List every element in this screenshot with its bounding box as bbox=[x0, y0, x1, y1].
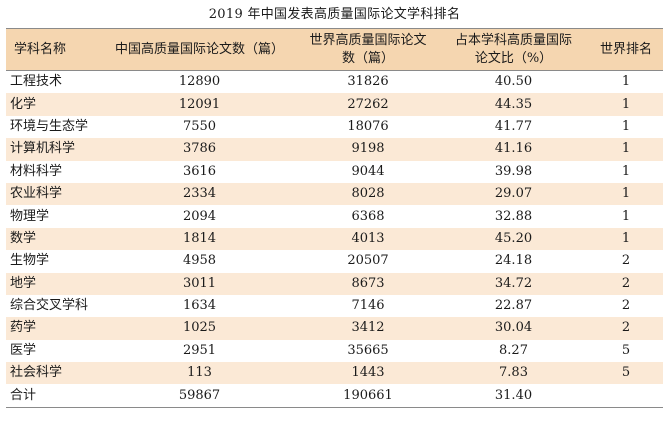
table-row: 农业科学 2334 8028 29.07 1 bbox=[6, 182, 663, 206]
cell-china-papers: 12091 bbox=[178, 96, 221, 112]
cell-china-papers: 59867 bbox=[101, 384, 298, 408]
cell-share-ratio: 31.40 bbox=[438, 384, 589, 408]
cell-subject: 物理学 bbox=[10, 208, 50, 224]
cell-china-papers: 113 bbox=[187, 365, 212, 381]
cell-subject: 医学 bbox=[10, 342, 37, 358]
cell-china-papers: 2334 bbox=[182, 186, 217, 202]
cell-world-papers: 9044 bbox=[351, 163, 385, 179]
cell-world-papers: 35665 bbox=[347, 342, 389, 358]
cell-share-ratio: 30.04 bbox=[494, 320, 533, 336]
table-body: 工程技术 12890 31826 40.50 1 化学 12091 27262 44.35 1 环境… bbox=[6, 71, 663, 408]
table-row: 药学 1025 3412 30.04 2 bbox=[6, 317, 663, 340]
cell-world-papers: 18076 bbox=[347, 118, 389, 134]
cell-china-papers: 2094 bbox=[182, 208, 217, 224]
cell-share-ratio: 41.77 bbox=[494, 118, 533, 134]
cell-share-ratio: 29.07 bbox=[494, 186, 533, 202]
table-row: 医学 2951 35665 8.27 5 bbox=[6, 340, 663, 362]
cell-world-papers: 8028 bbox=[351, 186, 385, 202]
table-row: 生物学 4958 20507 24.18 2 bbox=[6, 250, 663, 272]
table-row: 合计 59867 190661 31.40 bbox=[6, 384, 663, 408]
header-world-rank: 世界排名 bbox=[589, 28, 663, 71]
cell-subject: 地学 bbox=[10, 275, 37, 291]
cell-share-ratio: 40.50 bbox=[494, 74, 533, 90]
cell-china-papers: 2951 bbox=[182, 342, 217, 358]
cell-subject: 社会科学 bbox=[10, 365, 63, 381]
cell-share-ratio: 32.88 bbox=[494, 208, 533, 224]
cell-world-rank: 2 bbox=[621, 275, 631, 291]
cell-subject: 数学 bbox=[10, 230, 37, 246]
cell-world-rank: 2 bbox=[621, 298, 631, 314]
table-row: 数学 1814 4013 45.20 1 bbox=[6, 227, 663, 251]
cell-share-ratio: 41.16 bbox=[494, 141, 533, 157]
cell-share-ratio: 45.20 bbox=[494, 230, 533, 246]
header-share-ratio: 占本学科高质量国际 论文比（%） bbox=[438, 28, 589, 71]
table-row: 综合交叉学科 1634 7146 22.87 2 bbox=[6, 295, 663, 317]
cell-share-ratio: 44.35 bbox=[494, 96, 533, 112]
cell-share-ratio: 24.18 bbox=[494, 253, 533, 269]
cell-world-rank: 2 bbox=[621, 253, 631, 269]
cell-world-papers: 8673 bbox=[351, 275, 385, 291]
table-row: 工程技术 12890 31826 40.50 1 bbox=[6, 71, 663, 94]
cell-subject: 农业科学 bbox=[10, 186, 63, 202]
cell-world-papers: 20507 bbox=[347, 253, 389, 269]
cell-world-rank: 5 bbox=[621, 365, 631, 381]
cell-china-papers: 1025 bbox=[182, 320, 217, 336]
cell-subject: 合计 bbox=[6, 384, 101, 408]
cell-world-papers: 31826 bbox=[347, 74, 389, 90]
cell-subject: 生物学 bbox=[10, 253, 50, 269]
cell-china-papers: 1814 bbox=[182, 230, 217, 246]
cell-subject: 计算机科学 bbox=[10, 141, 76, 157]
cell-subject: 工程技术 bbox=[10, 74, 63, 90]
cell-china-papers: 7550 bbox=[182, 118, 217, 134]
cell-share-ratio: 22.87 bbox=[494, 298, 533, 314]
cell-share-ratio: 8.27 bbox=[499, 342, 528, 358]
cell-world-papers: 27262 bbox=[347, 96, 389, 112]
cell-world-papers: 7146 bbox=[351, 298, 385, 314]
cell-china-papers: 3616 bbox=[182, 163, 217, 179]
table-row: 化学 12091 27262 44.35 1 bbox=[6, 93, 663, 116]
cell-subject: 环境与生态学 bbox=[10, 118, 89, 134]
cell-subject: 综合交叉学科 bbox=[10, 298, 89, 314]
header-world-papers: 世界高质量国际论文 数（篇） bbox=[298, 28, 438, 71]
cell-china-papers: 1634 bbox=[182, 298, 217, 314]
table-row: 地学 3011 8673 34.72 2 bbox=[6, 272, 663, 295]
cell-world-rank: 5 bbox=[621, 342, 631, 358]
cell-world-papers: 190661 bbox=[298, 384, 438, 408]
table-row: 计算机科学 3786 9198 41.16 1 bbox=[6, 138, 663, 161]
table-row: 环境与生态学 7550 18076 41.77 1 bbox=[6, 116, 663, 138]
cell-world-papers: 9198 bbox=[351, 141, 385, 157]
cell-world-rank: 1 bbox=[621, 230, 631, 246]
cell-china-papers: 3011 bbox=[182, 275, 217, 291]
cell-world-rank: 1 bbox=[621, 208, 631, 224]
header-row: 学科名称 中国高质量国际论文数（篇） 世界高质量国际论文 数（篇） 占本学科高质量… bbox=[6, 28, 663, 71]
table-row: 物理学 2094 6368 32.88 1 bbox=[6, 205, 663, 227]
cell-china-papers: 12890 bbox=[178, 74, 221, 90]
cell-world-rank: 1 bbox=[621, 163, 631, 179]
cell-world-rank: 1 bbox=[621, 141, 631, 157]
cell-world-papers: 1443 bbox=[351, 365, 385, 381]
cell-subject: 材料科学 bbox=[10, 163, 63, 179]
table-row: 社会科学 113 1443 7.83 5 bbox=[6, 362, 663, 385]
header-china-papers: 中国高质量国际论文数（篇） bbox=[101, 28, 298, 71]
cell-world-rank: 2 bbox=[621, 320, 631, 336]
cell-world-rank: 1 bbox=[621, 186, 631, 202]
cell-share-ratio: 39.98 bbox=[494, 163, 533, 179]
header-subject: 学科名称 bbox=[6, 28, 101, 71]
cell-world-papers: 4013 bbox=[351, 230, 385, 246]
cell-world-rank: 1 bbox=[621, 96, 631, 112]
cell-world-papers: 6368 bbox=[351, 208, 385, 224]
cell-share-ratio: 7.83 bbox=[499, 365, 528, 381]
table-title: 2019 年中国发表高质量国际论文学科排名 bbox=[208, 7, 461, 22]
cell-subject: 化学 bbox=[10, 96, 37, 112]
ranking-table: 学科名称 中国高质量国际论文数（篇） 世界高质量国际论文 数（篇） 占本学科高质量… bbox=[6, 28, 663, 408]
cell-subject: 药学 bbox=[10, 320, 37, 336]
cell-world-rank: 1 bbox=[621, 74, 631, 90]
cell-share-ratio: 34.72 bbox=[494, 275, 533, 291]
table-row: 材料科学 3616 9044 39.98 1 bbox=[6, 161, 663, 183]
cell-world-rank: 1 bbox=[621, 118, 631, 134]
cell-china-papers: 3786 bbox=[182, 141, 217, 157]
cell-china-papers: 4958 bbox=[182, 253, 217, 269]
cell-world-rank bbox=[589, 384, 663, 408]
cell-world-papers: 3412 bbox=[351, 320, 385, 336]
